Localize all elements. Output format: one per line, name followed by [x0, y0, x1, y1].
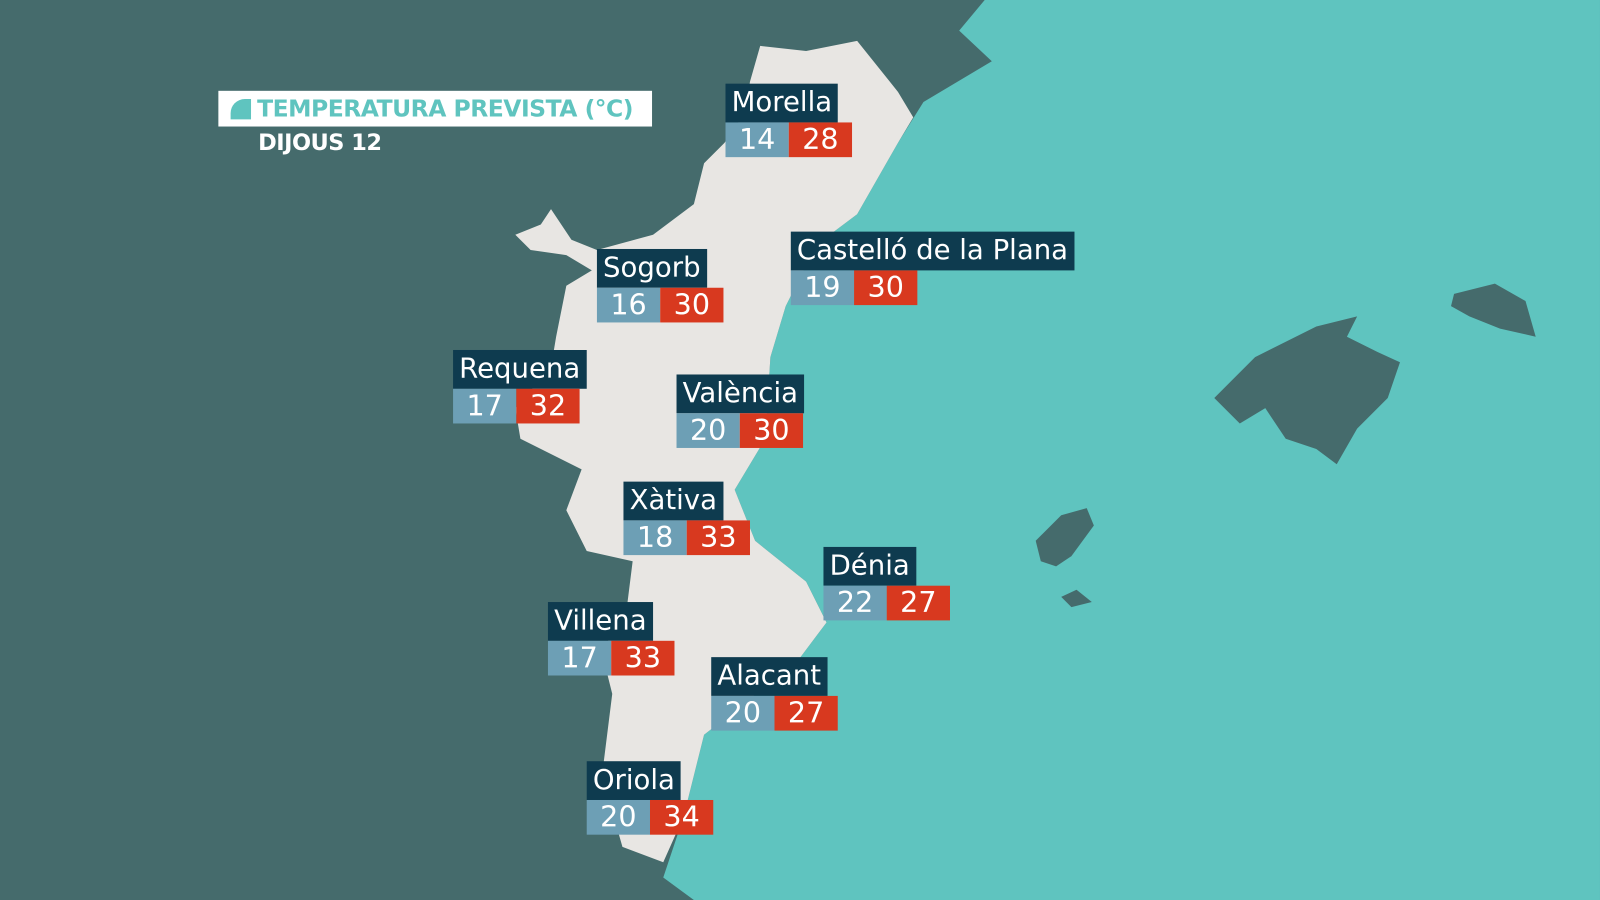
min-temp: 16: [596, 287, 661, 323]
max-temp: 27: [886, 585, 950, 621]
city-name: Morella: [725, 83, 839, 123]
max-temp: 32: [516, 388, 580, 424]
city-name: Requena: [453, 349, 587, 389]
city-oriola: Oriola 20 34: [586, 761, 714, 835]
min-temp: 20: [586, 799, 650, 835]
forecast-date: DIJOUS 12: [258, 130, 382, 157]
menorca: [1451, 283, 1536, 337]
ibiza: [1035, 508, 1094, 567]
min-temp: 19: [790, 270, 855, 306]
city-alacant: Alacant 20 27: [711, 657, 838, 731]
max-temp: 30: [739, 413, 804, 448]
city-name: Dénia: [823, 546, 916, 586]
max-temp: 33: [686, 520, 750, 556]
city-sogorb: Sogorb 16 30: [596, 248, 724, 323]
city-villena: Villena 17 33: [547, 602, 675, 676]
title-text: TEMPERATURA PREVISTA (°C): [257, 95, 633, 122]
min-temp: 14: [725, 122, 789, 158]
min-temp: 18: [623, 520, 687, 556]
city-name: València: [676, 374, 805, 414]
sea: [663, 0, 1600, 900]
city-name: Sogorb: [596, 248, 707, 288]
min-temp: 17: [453, 388, 517, 424]
min-temp: 20: [711, 695, 775, 731]
city-name: Castelló de la Plana: [790, 231, 1075, 271]
max-temp: 28: [788, 122, 853, 158]
title-tab-icon: [230, 98, 252, 119]
city-name: Oriola: [586, 761, 682, 800]
map-title: TEMPERATURA PREVISTA (°C): [218, 90, 653, 127]
city-denia: Dénia 22 27: [823, 546, 950, 621]
city-requena: Requena 17 32: [453, 349, 587, 424]
max-temp: 30: [660, 287, 724, 323]
city-valencia: València 20 30: [676, 374, 805, 448]
city-xativa: Xàtiva 18 33: [623, 481, 750, 556]
city-morella: Morella 14 28: [725, 83, 853, 158]
max-temp: 34: [649, 799, 714, 835]
max-temp: 30: [854, 270, 918, 306]
mallorca: [1214, 316, 1400, 465]
min-temp: 20: [676, 413, 740, 448]
city-name: Villena: [547, 602, 653, 641]
max-temp: 33: [611, 640, 675, 676]
city-castello: Castelló de la Plana 19 30: [790, 231, 1075, 306]
city-name: Xàtiva: [623, 481, 724, 521]
formentera: [1061, 589, 1092, 608]
max-temp: 27: [774, 695, 838, 731]
city-name: Alacant: [711, 657, 828, 696]
min-temp: 22: [823, 585, 887, 621]
min-temp: 17: [547, 640, 612, 676]
